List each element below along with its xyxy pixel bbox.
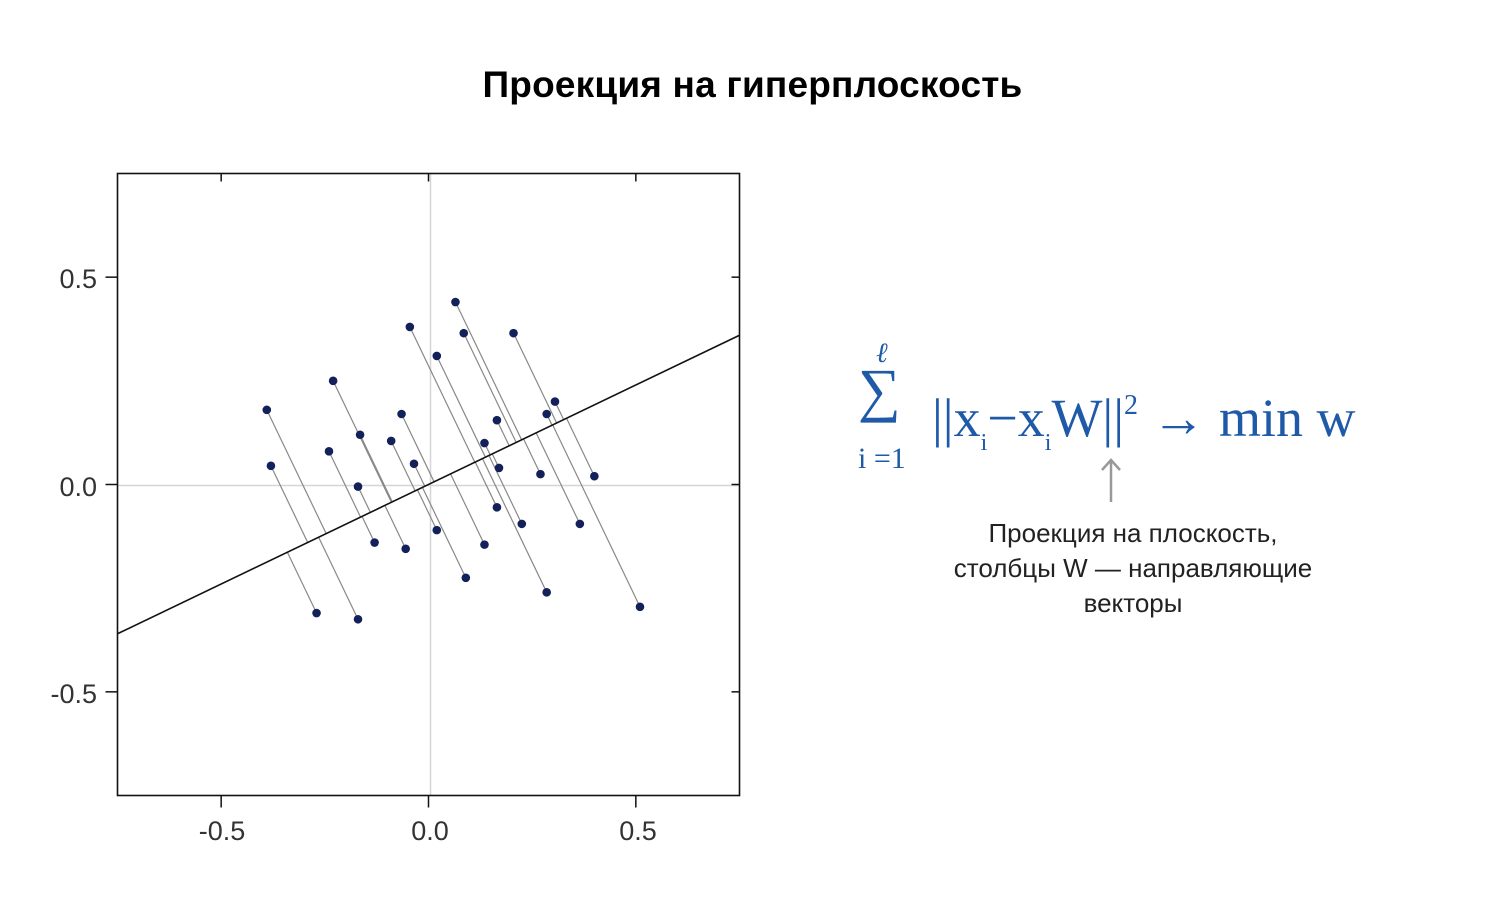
projection-line <box>390 440 416 492</box>
projection-line <box>401 413 435 483</box>
formula-expression: ||xi−xiW||2 → min w <box>932 376 1356 473</box>
projection-line <box>332 380 392 503</box>
projection-line <box>552 424 641 608</box>
formula-part: → min w <box>1138 388 1356 448</box>
data-point <box>432 351 442 361</box>
up-arrow-icon <box>1101 458 1121 502</box>
hyperplane-line <box>117 334 740 635</box>
x-tick-label: -0.5 <box>199 816 246 846</box>
projection-line <box>266 409 327 534</box>
page-title: Проекция на гиперплоскость <box>482 64 1023 105</box>
data-point <box>386 436 396 446</box>
projection-line <box>488 455 523 525</box>
data-point <box>575 519 585 529</box>
projection-line <box>384 505 407 550</box>
objective-formula: ℓ ∑ i =1 ||xi−xiW||2 → min w <box>850 330 1450 490</box>
y-tick-label: 0.0 <box>59 472 97 502</box>
axis-ticks <box>105 173 740 808</box>
projection-line <box>481 458 548 593</box>
data-point <box>401 544 410 554</box>
sum-sign: ∑ <box>858 357 901 423</box>
data-point <box>480 540 489 549</box>
projection-line <box>409 326 476 463</box>
projection-line <box>522 438 542 475</box>
projection-lines <box>266 301 641 620</box>
projection-line <box>436 355 486 458</box>
projection-line <box>328 451 362 518</box>
sum-upper-limit: ℓ <box>876 338 888 369</box>
projection-line <box>359 434 393 503</box>
formula-part: W|| <box>1051 388 1125 448</box>
projection-note: Проекция на плоскость, столбцы W — напра… <box>880 516 1386 621</box>
data-point <box>517 519 527 529</box>
projection-line <box>286 551 318 614</box>
data-point <box>355 430 365 440</box>
projection-line <box>474 461 498 508</box>
projection-line <box>421 487 467 579</box>
data-point <box>459 328 469 338</box>
note-line: Проекция на плоскость, <box>988 518 1278 548</box>
projection-line <box>416 489 438 531</box>
data-point <box>370 538 379 547</box>
formula-superscript: 2 <box>1124 390 1139 421</box>
data-point <box>451 297 460 307</box>
data-point <box>409 459 419 469</box>
data-point <box>262 405 272 415</box>
data-point <box>635 602 645 612</box>
data-point <box>509 328 518 338</box>
x-tick-label: 0.5 <box>619 816 657 846</box>
projection-line <box>318 536 359 620</box>
data-point <box>397 409 406 419</box>
formula-subscript: i <box>1044 430 1052 456</box>
data-point <box>542 588 551 597</box>
data-point <box>536 469 545 479</box>
projection-line <box>454 301 523 441</box>
projection-line <box>463 332 517 443</box>
projection-line <box>496 419 510 447</box>
data-point <box>590 471 599 481</box>
y-tick-label: -0.5 <box>50 679 97 709</box>
projection-line <box>535 432 581 525</box>
projection-line <box>566 417 595 477</box>
data-points <box>262 297 645 624</box>
x-tick-label: 0.0 <box>411 816 449 846</box>
note-line: столбцы W — направляющие <box>953 553 1313 583</box>
data-point <box>461 573 471 583</box>
data-point <box>494 463 504 473</box>
projection-line <box>512 332 558 424</box>
formula-subscript: i <box>980 430 988 456</box>
projection-line <box>357 486 371 513</box>
data-point <box>480 438 489 448</box>
data-point <box>405 322 415 332</box>
projection-line <box>270 465 309 543</box>
data-point <box>324 447 334 456</box>
data-point <box>492 415 502 425</box>
projection-scatter-chart: -0.5 0.0 0.5 0.5 0.0 -0.5 <box>50 172 741 846</box>
projection-line <box>450 473 486 545</box>
y-tick-label: 0.5 <box>59 264 97 294</box>
projection-line <box>361 516 376 543</box>
data-point <box>542 409 551 419</box>
data-point <box>328 376 338 386</box>
formula-part: −x <box>987 388 1045 448</box>
data-point <box>353 614 363 624</box>
data-point <box>266 461 276 471</box>
data-point <box>550 397 560 406</box>
formula-part: ||x <box>932 388 981 448</box>
data-point <box>353 482 363 491</box>
data-point <box>312 608 321 618</box>
sum-lower-limit: i =1 <box>858 442 906 475</box>
data-point <box>432 525 442 535</box>
data-point <box>492 503 502 512</box>
note-line: векторы <box>1083 588 1183 618</box>
